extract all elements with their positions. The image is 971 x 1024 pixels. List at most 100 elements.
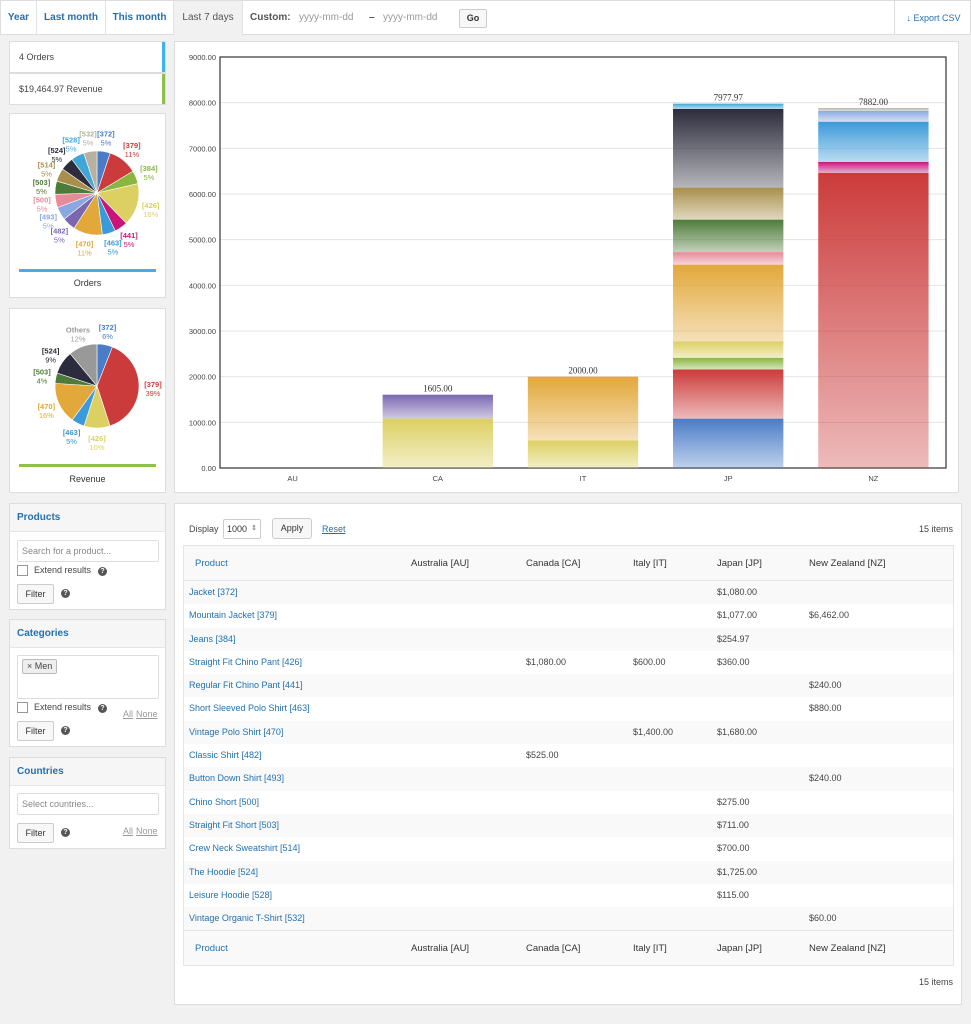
product-link[interactable]: Jeans [384] [189, 633, 236, 644]
pie-slice-id-label: [441] [120, 231, 138, 240]
bar-segment[interactable] [673, 418, 784, 468]
table-row: Chino Short [500] $275.00 [184, 790, 953, 814]
product-search-input[interactable]: Search for a product... [17, 540, 159, 562]
bar-segment[interactable] [818, 108, 929, 111]
bar-segment[interactable] [673, 103, 784, 109]
revenue-stat[interactable]: $19,464.97 Revenue [9, 73, 166, 105]
category-tag-men[interactable]: × Men [22, 659, 58, 674]
categories-all-link[interactable]: All [123, 709, 134, 719]
help-icon[interactable]: ? [61, 589, 70, 598]
products-filter-panel: Products Search for a product... Extend … [9, 503, 166, 610]
product-link[interactable]: Short Sleeved Polo Shirt [463] [189, 703, 310, 714]
table-cell: $600.00 [633, 656, 666, 667]
product-link[interactable]: Classic Shirt [482] [189, 750, 262, 761]
table-row: Crew Neck Sweatshirt [514] $700.00 [184, 837, 953, 861]
reset-link[interactable]: Reset [322, 524, 346, 534]
tab-year[interactable]: Year [1, 1, 37, 35]
help-icon[interactable]: ? [98, 567, 107, 576]
orders-stat[interactable]: 4 Orders [9, 41, 166, 73]
product-link[interactable]: Vintage Polo Shirt [470] [189, 726, 284, 737]
product-link[interactable]: Mountain Jacket [379] [189, 610, 278, 621]
bar-segment[interactable] [673, 252, 784, 265]
table-cell: $1,080.00 [717, 587, 758, 597]
bar-segment[interactable] [818, 110, 929, 122]
tab-last-7-days[interactable]: Last 7 days [174, 1, 243, 36]
pie-slice-pct-label: 12% [71, 334, 86, 343]
categories-select[interactable]: × Men [17, 655, 159, 699]
apply-button[interactable]: Apply [272, 518, 312, 539]
countries-none-link[interactable]: None [136, 826, 158, 836]
table-body: Jacket [372] $1,080.00 Mountain Jacket [37… [184, 581, 953, 931]
product-link[interactable]: Chino Short [500] [189, 796, 260, 807]
categories-none-link[interactable]: None [136, 709, 158, 719]
sales-table: Product Australia [AU] Canada [CA] Italy… [183, 545, 954, 967]
bar-segment[interactable] [382, 418, 493, 468]
bar-segment[interactable] [818, 172, 929, 469]
column-header-product[interactable]: Product [195, 558, 228, 569]
bar-segment[interactable] [382, 394, 493, 419]
product-link[interactable]: Jacket [372] [189, 587, 238, 597]
bar-segment[interactable] [673, 187, 784, 220]
help-icon[interactable]: ? [98, 704, 107, 713]
help-icon[interactable]: ? [61, 726, 70, 735]
pie-slice-id-label: [493] [39, 212, 57, 221]
product-link[interactable]: Straight Fit Short [503] [189, 819, 280, 830]
pie-slice-id-label: [372] [97, 130, 115, 139]
bar-segment[interactable] [527, 440, 639, 468]
pie-slice-id-label: [524] [42, 347, 60, 356]
table-row: Regular Fit Chino Pant [441] $240.00 [184, 674, 953, 698]
bar-segment[interactable] [673, 108, 784, 188]
display-label: Display [189, 524, 219, 534]
pie-slice-pct-label: 5% [124, 240, 135, 249]
categories-extend-checkbox[interactable] [17, 702, 28, 713]
tab-last-month[interactable]: Last month [37, 1, 106, 35]
pie-slice[interactable] [96, 346, 140, 427]
table-row: Short Sleeved Polo Shirt [463] $880.00 [184, 697, 953, 721]
table-row: The Hoodie [524] $1,725.00 [184, 860, 953, 884]
table-row: Leisure Hoodie [528] $115.00 [184, 883, 953, 908]
countries-all-link[interactable]: All [123, 826, 134, 836]
bar-segment[interactable] [527, 376, 639, 441]
bar-segment[interactable] [818, 121, 929, 162]
pie-slice-id-label: [463] [63, 428, 81, 437]
help-icon[interactable]: ? [61, 828, 70, 837]
product-link[interactable]: Straight Fit Chino Pant [426] [189, 656, 303, 667]
product-link[interactable]: Button Down Shirt [493] [189, 773, 285, 784]
go-button[interactable]: Go [459, 9, 487, 28]
pie-slice-pct-label: 5% [83, 139, 94, 148]
bar-segment[interactable] [673, 357, 784, 370]
display-count-select[interactable]: 1000 ⇕ [223, 519, 261, 539]
product-link[interactable]: The Hoodie [524] [189, 866, 259, 877]
bar-segment[interactable] [673, 264, 784, 342]
categories-filter-button[interactable]: Filter [17, 721, 54, 741]
date-to-input[interactable]: yyyy-mm-dd [383, 12, 438, 23]
pie-slice[interactable] [69, 343, 98, 387]
orders-pie-underline [19, 269, 156, 272]
products-filter-button[interactable]: Filter [17, 584, 54, 604]
export-csv-button[interactable]: ↓ Export CSV [894, 1, 971, 35]
column-footer-product[interactable]: Product [195, 943, 228, 955]
table-cell: $700.00 [717, 843, 750, 854]
bar-segment[interactable] [673, 369, 784, 419]
product-link[interactable]: Vintage Organic T-Shirt [532] [189, 913, 305, 924]
date-from-input[interactable]: yyyy-mm-dd [299, 12, 354, 23]
bar-segment[interactable] [673, 219, 784, 253]
product-link[interactable]: Crew Neck Sweatshirt [514] [189, 843, 301, 854]
countries-filter-title[interactable]: Countries [10, 758, 165, 786]
products-filter-title[interactable]: Products [10, 504, 165, 532]
bar-segment[interactable] [818, 161, 929, 173]
y-tick-label: 0.00 [201, 464, 216, 473]
pie-slice[interactable] [83, 150, 98, 194]
orders-pie-chart: [372]5% [379]11%[384]5%[426]16%[441]5%[46… [33, 130, 160, 258]
categories-filter-title[interactable]: Categories [10, 620, 165, 648]
column-header-nz: New Zealand [NZ] [809, 558, 886, 569]
products-extend-checkbox[interactable] [17, 565, 28, 576]
product-link[interactable]: Leisure Hoodie [528] [189, 889, 273, 900]
pie-slice-id-label: [503] [33, 368, 51, 377]
column-header-au: Australia [AU] [411, 558, 470, 569]
bar-segment[interactable] [673, 341, 784, 358]
countries-select[interactable]: Select countries... [17, 793, 159, 815]
product-link[interactable]: Regular Fit Chino Pant [441] [189, 680, 303, 691]
countries-filter-button[interactable]: Filter [17, 823, 54, 843]
tab-this-month[interactable]: This month [106, 1, 174, 35]
